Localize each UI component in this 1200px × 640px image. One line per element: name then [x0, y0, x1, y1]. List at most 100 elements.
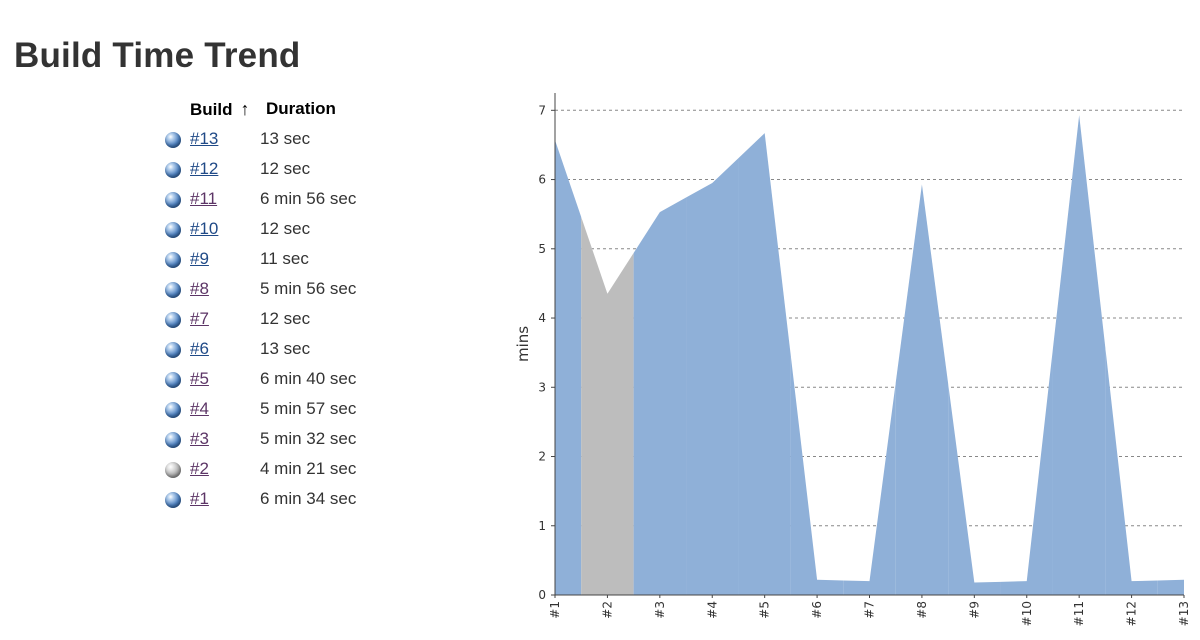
status-cell	[160, 364, 190, 394]
y-tick-label: 6	[538, 173, 546, 187]
success-build-area	[738, 133, 791, 595]
success-build-area	[895, 184, 949, 595]
success-build-area	[1000, 348, 1053, 595]
duration-cell: 4 min 21 sec	[260, 459, 357, 478]
table-row: #7 12 sec	[160, 304, 406, 334]
y-tick-label: 0	[538, 588, 546, 602]
table-row: #10 12 sec	[160, 214, 406, 244]
build-cell: #2	[190, 454, 260, 484]
build-history-table: Build ↑ Duration #13 13 sec #12 12 sec #11 6 m…	[160, 94, 406, 514]
build-cell: #9	[190, 244, 260, 274]
duration-header-label[interactable]: Duration	[266, 99, 336, 118]
build-link[interactable]: #6	[190, 339, 209, 358]
status-success-ball-icon[interactable]	[165, 311, 181, 328]
status-cell	[160, 334, 190, 364]
status-success-ball-icon[interactable]	[165, 191, 181, 208]
table-row: #2 4 min 21 sec	[160, 454, 406, 484]
status-success-ball-icon[interactable]	[165, 131, 181, 148]
table-header-row: Build ↑ Duration	[160, 94, 406, 124]
status-success-ball-icon[interactable]	[165, 251, 181, 268]
build-link[interactable]: #13	[190, 129, 219, 148]
x-tick-label: #12	[1125, 601, 1139, 626]
status-success-ball-icon[interactable]	[165, 401, 181, 418]
duration-cell: 12 sec	[260, 159, 311, 178]
status-success-ball-icon[interactable]	[165, 341, 181, 358]
x-tick-label: #6	[810, 601, 824, 619]
table-row: #12 12 sec	[160, 154, 406, 184]
x-tick-label: #11	[1072, 601, 1086, 626]
x-tick-label: #5	[758, 601, 772, 619]
build-link[interactable]: #11	[190, 189, 218, 208]
success-build-area	[843, 382, 896, 595]
success-build-area	[790, 356, 844, 595]
status-success-ball-icon[interactable]	[165, 491, 181, 508]
success-build-area	[1052, 115, 1106, 595]
duration-cell: 12 sec	[260, 219, 311, 238]
status-cell	[160, 484, 190, 514]
build-cell: #4	[190, 394, 260, 424]
build-link[interactable]: #9	[190, 249, 209, 268]
x-tick-label: #9	[967, 601, 981, 619]
build-link[interactable]: #1	[190, 489, 209, 508]
status-success-ball-icon[interactable]	[165, 281, 181, 298]
build-column-header[interactable]: Build ↑	[190, 94, 260, 124]
success-build-area	[555, 140, 582, 595]
build-cell: #1	[190, 484, 260, 514]
build-cell: #8	[190, 274, 260, 304]
build-link[interactable]: #3	[190, 429, 209, 448]
page-title: Build Time Trend	[14, 36, 301, 75]
table-row: #5 6 min 40 sec	[160, 364, 406, 394]
duration-cell: 6 min 40 sec	[260, 369, 357, 388]
status-success-ball-icon[interactable]	[165, 221, 181, 238]
status-cell	[160, 184, 190, 214]
table-row: #8 5 min 56 sec	[160, 274, 406, 304]
x-tick-label: #10	[1020, 601, 1034, 626]
build-cell: #7	[190, 304, 260, 334]
build-link[interactable]: #10	[190, 219, 219, 238]
table-row: #13 13 sec	[160, 124, 406, 154]
status-cell	[160, 454, 190, 484]
status-success-ball-icon[interactable]	[165, 161, 181, 178]
build-link[interactable]: #5	[190, 369, 209, 388]
duration-cell: 13 sec	[260, 129, 311, 148]
success-build-area	[633, 197, 687, 596]
status-cell	[160, 154, 190, 184]
status-success-ball-icon[interactable]	[165, 371, 181, 388]
x-tick-label: #8	[915, 601, 929, 619]
y-tick-label: 4	[538, 311, 546, 325]
status-cell	[160, 304, 190, 334]
duration-column-header[interactable]: Duration	[260, 94, 406, 124]
success-build-area	[686, 158, 739, 595]
x-tick-label: #4	[705, 601, 719, 619]
x-tick-label: #1	[548, 601, 562, 619]
build-cell: #13	[190, 124, 260, 154]
x-tick-label: #7	[863, 601, 877, 619]
build-cell: #11	[190, 184, 260, 214]
status-cell	[160, 274, 190, 304]
x-tick-label: #2	[600, 601, 614, 619]
failed-build-area	[581, 216, 634, 595]
build-link[interactable]: #8	[190, 279, 209, 298]
build-cell: #3	[190, 424, 260, 454]
success-build-area	[1105, 348, 1158, 595]
success-build-area	[1157, 579, 1184, 595]
x-tick-label: #13	[1177, 601, 1191, 626]
build-cell: #10	[190, 214, 260, 244]
sort-ascending-icon[interactable]: ↑	[240, 98, 250, 119]
status-cell	[160, 394, 190, 424]
build-link[interactable]: #12	[190, 159, 219, 178]
duration-cell: 5 min 57 sec	[260, 399, 357, 418]
build-cell: #12	[190, 154, 260, 184]
build-link[interactable]: #7	[190, 309, 209, 328]
duration-cell: 5 min 56 sec	[260, 279, 357, 298]
build-link[interactable]: #4	[190, 399, 209, 418]
table-row: #6 13 sec	[160, 334, 406, 364]
table-row: #11 6 min 56 sec	[160, 184, 406, 214]
build-header-label[interactable]: Build	[190, 99, 233, 119]
status-aborted-ball-icon[interactable]	[165, 461, 181, 478]
build-link[interactable]: #2	[190, 459, 209, 478]
status-success-ball-icon[interactable]	[165, 431, 181, 448]
status-cell	[160, 124, 190, 154]
